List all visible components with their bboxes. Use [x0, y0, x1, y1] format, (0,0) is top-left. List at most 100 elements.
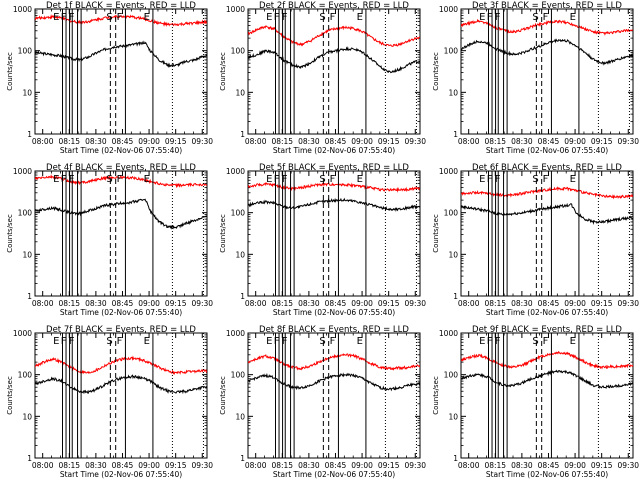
event-marker-label: E [570, 12, 576, 23]
x-tick-label: 08:45 [325, 299, 347, 308]
x-tick-label: 08:30 [85, 461, 107, 470]
y-axis-label: Counts/sec [432, 52, 440, 91]
panel-det-7: Det 7f BLACK = Events, RED = LLD 1 10 100 10… [6, 325, 213, 479]
event-marker-label: F [117, 12, 123, 23]
event-marker-label: S [106, 174, 112, 185]
event-marker-label: F [69, 12, 75, 23]
event-marker-label: S [319, 336, 325, 347]
panel-det-4: Det 4f BLACK = Events, RED = LLD 1 10 100 10… [6, 163, 213, 317]
x-tick-label: 08:00 [458, 137, 480, 146]
x-tick-label: 08:45 [325, 461, 347, 470]
event-marker-label: S [532, 336, 538, 347]
x-tick-label: 09:00 [138, 137, 160, 146]
y-tick-label: 100 [444, 371, 459, 380]
event-marker-label: F [117, 174, 123, 185]
x-tick-label: 09:15 [378, 299, 400, 308]
series-line-lld [461, 351, 633, 370]
x-axis-label: Start Time (02-Nov-06 07:55:40) [273, 470, 395, 479]
series-line-events [248, 197, 420, 212]
event-marker-label: E [266, 12, 272, 23]
x-tick-label: 09:30 [404, 137, 426, 146]
y-tick-label: 10 [235, 88, 245, 97]
event-marker-label: E [570, 174, 576, 185]
event-marker-label: F [117, 336, 123, 347]
x-tick-label: 09:30 [191, 461, 213, 470]
y-axis-label: Counts/sec [6, 52, 14, 91]
y-axis-label: Counts/sec [219, 214, 227, 253]
event-marker-label: E [144, 336, 150, 347]
y-tick-label: 10 [22, 88, 32, 97]
plot-area [461, 9, 633, 134]
event-marker-label: F [543, 12, 549, 23]
y-tick-label: 1000 [13, 329, 32, 338]
event-marker-label: F [274, 174, 280, 185]
event-marker-label: F [495, 336, 501, 347]
y-tick-label: 10 [22, 250, 32, 259]
x-axis-label: Start Time (02-Nov-06 07:55:40) [486, 146, 608, 155]
plot-area [248, 9, 420, 134]
y-tick-label: 1 [453, 454, 458, 463]
plot-frame [34, 8, 208, 135]
series-line-events [461, 369, 633, 390]
x-tick-label: 08:00 [32, 461, 54, 470]
x-tick-label: 08:15 [484, 137, 506, 146]
x-axis-label: Start Time (02-Nov-06 07:55:40) [60, 308, 182, 317]
event-marker-label: F [487, 336, 493, 347]
plot-frame [34, 170, 208, 297]
x-tick-label: 09:15 [591, 299, 613, 308]
x-tick-label: 08:00 [32, 137, 54, 146]
y-tick-label: 1 [27, 292, 32, 301]
plot-area [35, 171, 207, 296]
panel-det-6: Det 6f BLACK = Events, RED = LLD 1 10 100 10… [432, 163, 639, 317]
x-tick-label: 08:00 [245, 137, 267, 146]
panel-det-9: Det 9f BLACK = Events, RED = LLD 1 10 100 10… [432, 325, 639, 479]
x-axis-label: Start Time (02-Nov-06 07:55:40) [60, 470, 182, 479]
y-tick-label: 1000 [13, 5, 32, 14]
event-marker-label: E [53, 12, 59, 23]
x-tick-label: 08:00 [245, 461, 267, 470]
series-line-lld [35, 355, 207, 376]
y-tick-label: 100 [444, 209, 459, 218]
y-tick-label: 100 [18, 209, 33, 218]
panel-title: Det 1f BLACK = Events, RED = LLD [46, 1, 196, 11]
x-tick-label: 09:00 [564, 461, 586, 470]
event-marker-label: F [282, 174, 288, 185]
y-axis-label: Counts/sec [6, 214, 14, 253]
x-tick-label: 09:30 [404, 461, 426, 470]
event-marker-label: E [144, 174, 150, 185]
y-tick-label: 10 [235, 412, 245, 421]
x-tick-label: 08:15 [271, 299, 293, 308]
x-tick-label: 09:00 [138, 299, 160, 308]
series-line-events [248, 46, 420, 74]
event-marker-label: E [357, 336, 363, 347]
x-tick-label: 08:30 [511, 137, 533, 146]
plot-area [35, 333, 207, 458]
event-marker-label: F [330, 174, 336, 185]
x-tick-label: 09:00 [564, 137, 586, 146]
event-marker-label: E [53, 174, 59, 185]
y-tick-label: 100 [231, 47, 246, 56]
x-tick-label: 08:30 [511, 461, 533, 470]
y-tick-label: 1000 [439, 5, 458, 14]
plot-frame [460, 332, 634, 459]
x-tick-label: 08:45 [112, 299, 134, 308]
x-tick-label: 08:45 [538, 461, 560, 470]
series-line-lld [248, 182, 420, 193]
plot-frame [247, 332, 421, 459]
x-tick-label: 08:15 [58, 137, 80, 146]
y-tick-label: 100 [231, 371, 246, 380]
event-marker-label: E [53, 336, 59, 347]
event-marker-label: E [357, 12, 363, 23]
y-tick-label: 1 [240, 292, 245, 301]
y-tick-label: 10 [235, 250, 245, 259]
event-marker-label: S [532, 12, 538, 23]
x-tick-label: 09:30 [617, 461, 639, 470]
event-marker-label: F [543, 336, 549, 347]
plot-frame [34, 332, 208, 459]
event-marker-label: F [274, 12, 280, 23]
event-marker-label: E [266, 174, 272, 185]
event-marker-label: F [282, 12, 288, 23]
x-axis-label: Start Time (02-Nov-06 07:55:40) [273, 146, 395, 155]
plot-area [248, 171, 420, 296]
